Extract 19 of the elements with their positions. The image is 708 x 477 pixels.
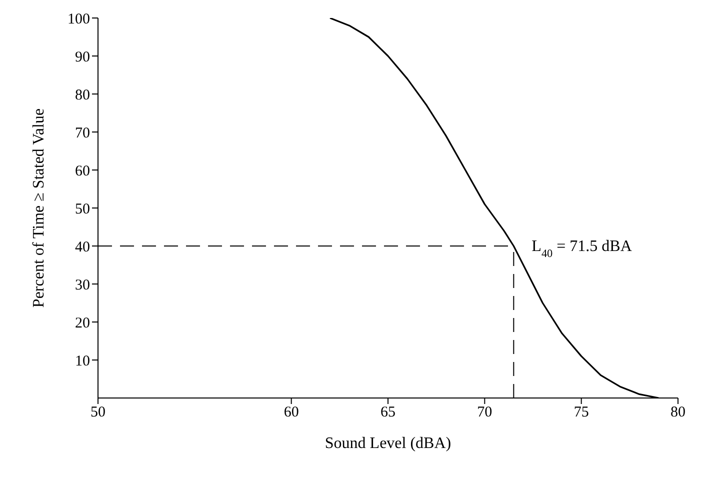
y-tick-label: 80 [75,87,90,104]
y-tick-label: 10 [75,353,90,370]
x-tick-label: 75 [574,404,589,421]
x-tick-label: 60 [284,404,299,421]
y-tick-label: 40 [75,239,90,256]
x-tick-label: 70 [477,404,492,421]
y-tick-label: 70 [75,125,90,142]
x-tick-label: 65 [380,404,396,421]
x-tick-label: 50 [90,404,106,421]
y-tick-label: 30 [75,277,90,294]
y-tick-label: 90 [75,49,90,66]
y-axis-title: Percent of Time ≥ Stated Value [30,108,48,308]
annotation: L$_{40}$ = 71.5 dBA [532,238,632,260]
y-tick-label: 20 [75,315,90,332]
y-tick-label: 60 [75,163,90,180]
x-tick-label: 80 [670,404,686,421]
y-tick-label: 50 [75,201,90,218]
y-tick-label: 100 [68,11,90,28]
x-axis-title: Sound Level (dBA) [324,435,452,452]
